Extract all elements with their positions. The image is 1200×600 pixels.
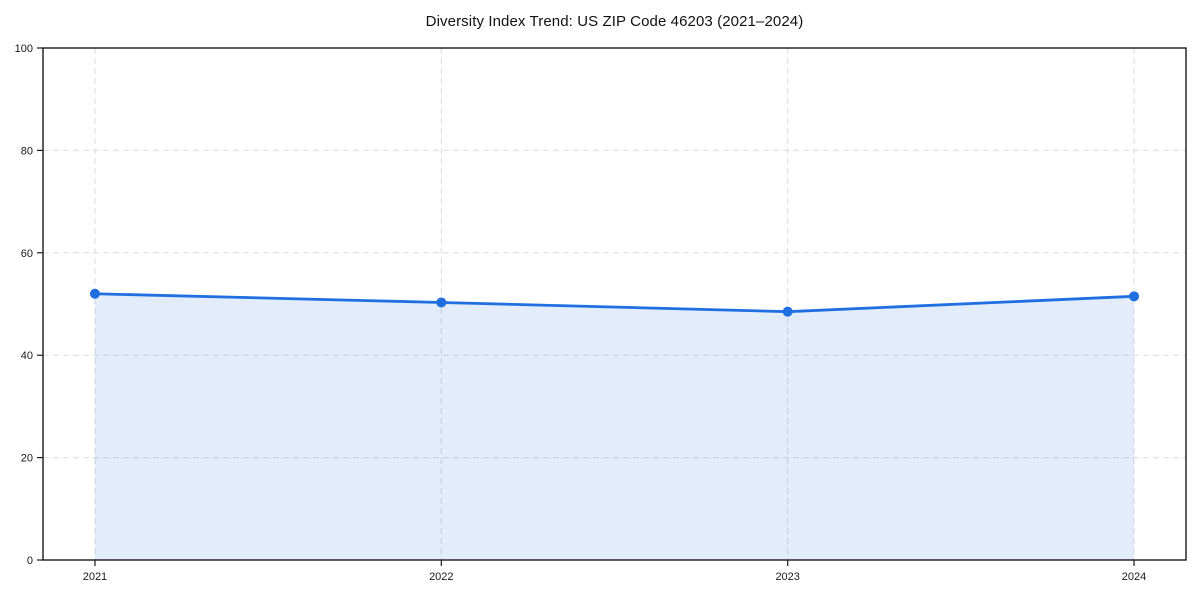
y-tick-label: 20 bbox=[21, 453, 33, 465]
data-point-markers bbox=[89, 288, 1140, 317]
y-tick-label: 40 bbox=[21, 350, 33, 362]
data-point bbox=[89, 288, 100, 299]
y-tick-label: 80 bbox=[21, 145, 33, 157]
data-point bbox=[436, 297, 447, 308]
y-tick-label: 60 bbox=[21, 248, 33, 260]
data-point bbox=[1129, 291, 1140, 302]
x-tick-label: 2023 bbox=[775, 571, 799, 583]
y-tick-label: 0 bbox=[27, 555, 33, 567]
x-tick-label: 2022 bbox=[429, 571, 453, 583]
axes-box bbox=[42, 47, 1187, 561]
trend-line bbox=[93, 292, 1136, 314]
y-tick-label: 100 bbox=[15, 43, 33, 55]
x-tick-label: 2024 bbox=[1122, 571, 1146, 583]
x-axis-labels: 2021 2022 2023 2024 bbox=[83, 571, 1147, 583]
tick-marks bbox=[37, 47, 1135, 566]
x-tick-label: 2021 bbox=[83, 571, 107, 583]
y-axis-labels: 0 20 40 60 80 100 bbox=[15, 43, 33, 567]
data-point bbox=[782, 306, 793, 317]
chart-title: Diversity Index Trend: US ZIP Code 46203… bbox=[425, 13, 804, 30]
area-fill bbox=[94, 293, 1135, 560]
